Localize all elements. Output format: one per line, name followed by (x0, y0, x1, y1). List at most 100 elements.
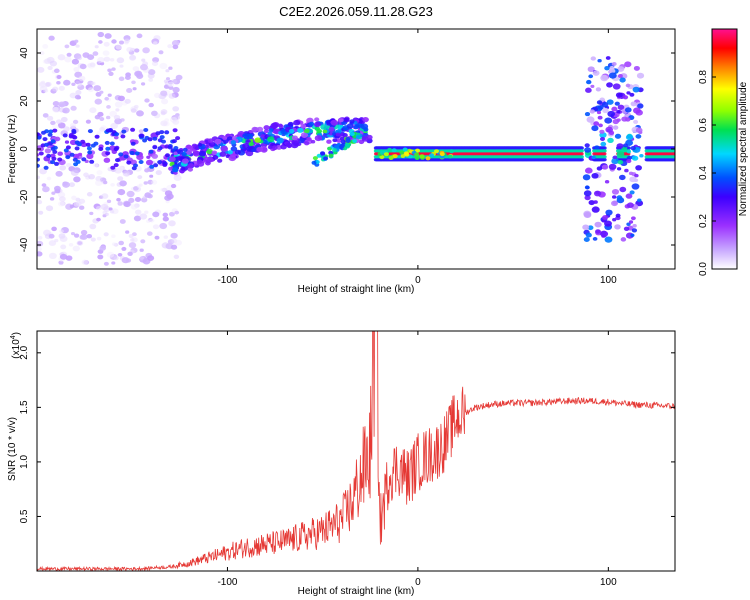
heatmap-cell (101, 193, 109, 199)
heatmap-cell (256, 126, 264, 133)
heatmap-cell (117, 176, 124, 182)
heatmap-cell (124, 75, 131, 80)
heatmap-cell (609, 68, 616, 74)
heatmap-cell (230, 146, 238, 152)
heatmap-cell (95, 164, 100, 168)
heatmap-cell (118, 166, 124, 171)
heatmap-cell (618, 174, 626, 181)
heatmap-cell (180, 166, 186, 171)
heatmap-cell (158, 50, 164, 55)
heatmap-cell (579, 146, 584, 150)
heatmap-cell (338, 118, 344, 123)
heatmap-cell (75, 80, 80, 85)
heatmap-cell (172, 119, 180, 125)
heatmap-cell (85, 119, 91, 124)
heatmap-cell (102, 50, 110, 56)
heatmap-cell (115, 158, 120, 163)
heatmap-cell (129, 150, 135, 155)
heatmap-cell (59, 165, 67, 171)
heatmap-cell (37, 246, 42, 252)
heatmap-cell (86, 233, 93, 239)
heatmap-cell (73, 233, 80, 238)
heatmap-cell (164, 130, 170, 135)
heatmap-cell (52, 149, 58, 154)
heatmap-cell (187, 163, 194, 169)
heatmap-cell (230, 140, 237, 145)
heatmap-cell (66, 52, 72, 57)
y-tick-label: 0 (19, 146, 30, 152)
heatmap-cell (322, 129, 328, 134)
colorbar-tick-label: 0.8 (698, 70, 709, 84)
heatmap-cell (611, 158, 620, 165)
heatmap-cell (53, 68, 60, 74)
heatmap-cell (48, 129, 54, 134)
heatmap-cell (149, 164, 155, 169)
heatmap-cell (164, 118, 170, 122)
heatmap-cell (615, 213, 621, 218)
heatmap-cell (626, 155, 632, 160)
heatmap-cell (633, 107, 641, 114)
heatmap-cell (106, 199, 112, 204)
heatmap-cell (170, 183, 177, 189)
heatmap-cell (107, 68, 112, 73)
heatmap-cell (99, 90, 104, 94)
heatmap-cell (159, 62, 168, 70)
heatmap-cell (59, 196, 66, 202)
heatmap-cell (94, 180, 103, 186)
heatmap-cell (104, 212, 109, 217)
heatmap-cell (626, 159, 632, 164)
heatmap-cell (57, 157, 63, 162)
heatmap-cell (634, 173, 639, 178)
heatmap-cell (44, 142, 49, 147)
heatmap-cell (584, 112, 591, 117)
heatmap-cell (349, 119, 355, 124)
heatmap-cell (588, 200, 595, 206)
heatmap-cell (78, 205, 85, 210)
heatmap-cell (132, 66, 140, 72)
heatmap-cell (138, 183, 143, 187)
heatmap-cell (97, 254, 104, 260)
heatmap-cell (617, 74, 623, 78)
heatmap-cell (103, 180, 108, 185)
heatmap-cell (325, 120, 332, 125)
heatmap-cell (429, 153, 435, 158)
heatmap-cell (362, 116, 369, 123)
heatmap-cell (606, 82, 613, 88)
heatmap-cell (153, 41, 158, 45)
heatmap-cell (267, 131, 273, 136)
heatmap-cell (214, 138, 222, 145)
heatmap-cell (263, 125, 270, 131)
heatmap-cell (251, 126, 258, 132)
heatmap-cell (42, 186, 50, 193)
heatmap-cell (602, 157, 607, 162)
heatmap-cell (585, 79, 592, 85)
heatmap-cell (631, 183, 640, 190)
heatmap-cell (316, 153, 322, 158)
heatmap-cell (132, 87, 137, 91)
heatmap-cell (162, 216, 169, 222)
heatmap-cell (140, 64, 148, 71)
heatmap-cell (49, 197, 55, 201)
heatmap-cell (117, 189, 126, 196)
heatmap-cell (58, 101, 66, 108)
heatmap-cell (584, 143, 590, 148)
heatmap-cell (42, 113, 49, 118)
heatmap-cell (58, 260, 64, 265)
heatmap-cell (220, 145, 229, 152)
heatmap-cell (44, 148, 52, 154)
heatmap-cell (53, 185, 61, 192)
heatmap-cell (383, 152, 389, 157)
heatmap-cell (616, 150, 625, 158)
heatmap-cell (118, 76, 125, 82)
heatmap-cell (217, 158, 223, 163)
heatmap-cell (591, 125, 599, 132)
heatmap-cell (304, 128, 310, 134)
heatmap-cell (602, 146, 607, 150)
heatmap-cell (162, 212, 169, 218)
heatmap-cell (152, 57, 160, 63)
heatmap-cell (586, 116, 595, 123)
heatmap-cell (128, 242, 137, 249)
heatmap-cell (672, 157, 675, 162)
heatmap-cell (632, 224, 637, 228)
heatmap-cell (304, 141, 310, 146)
